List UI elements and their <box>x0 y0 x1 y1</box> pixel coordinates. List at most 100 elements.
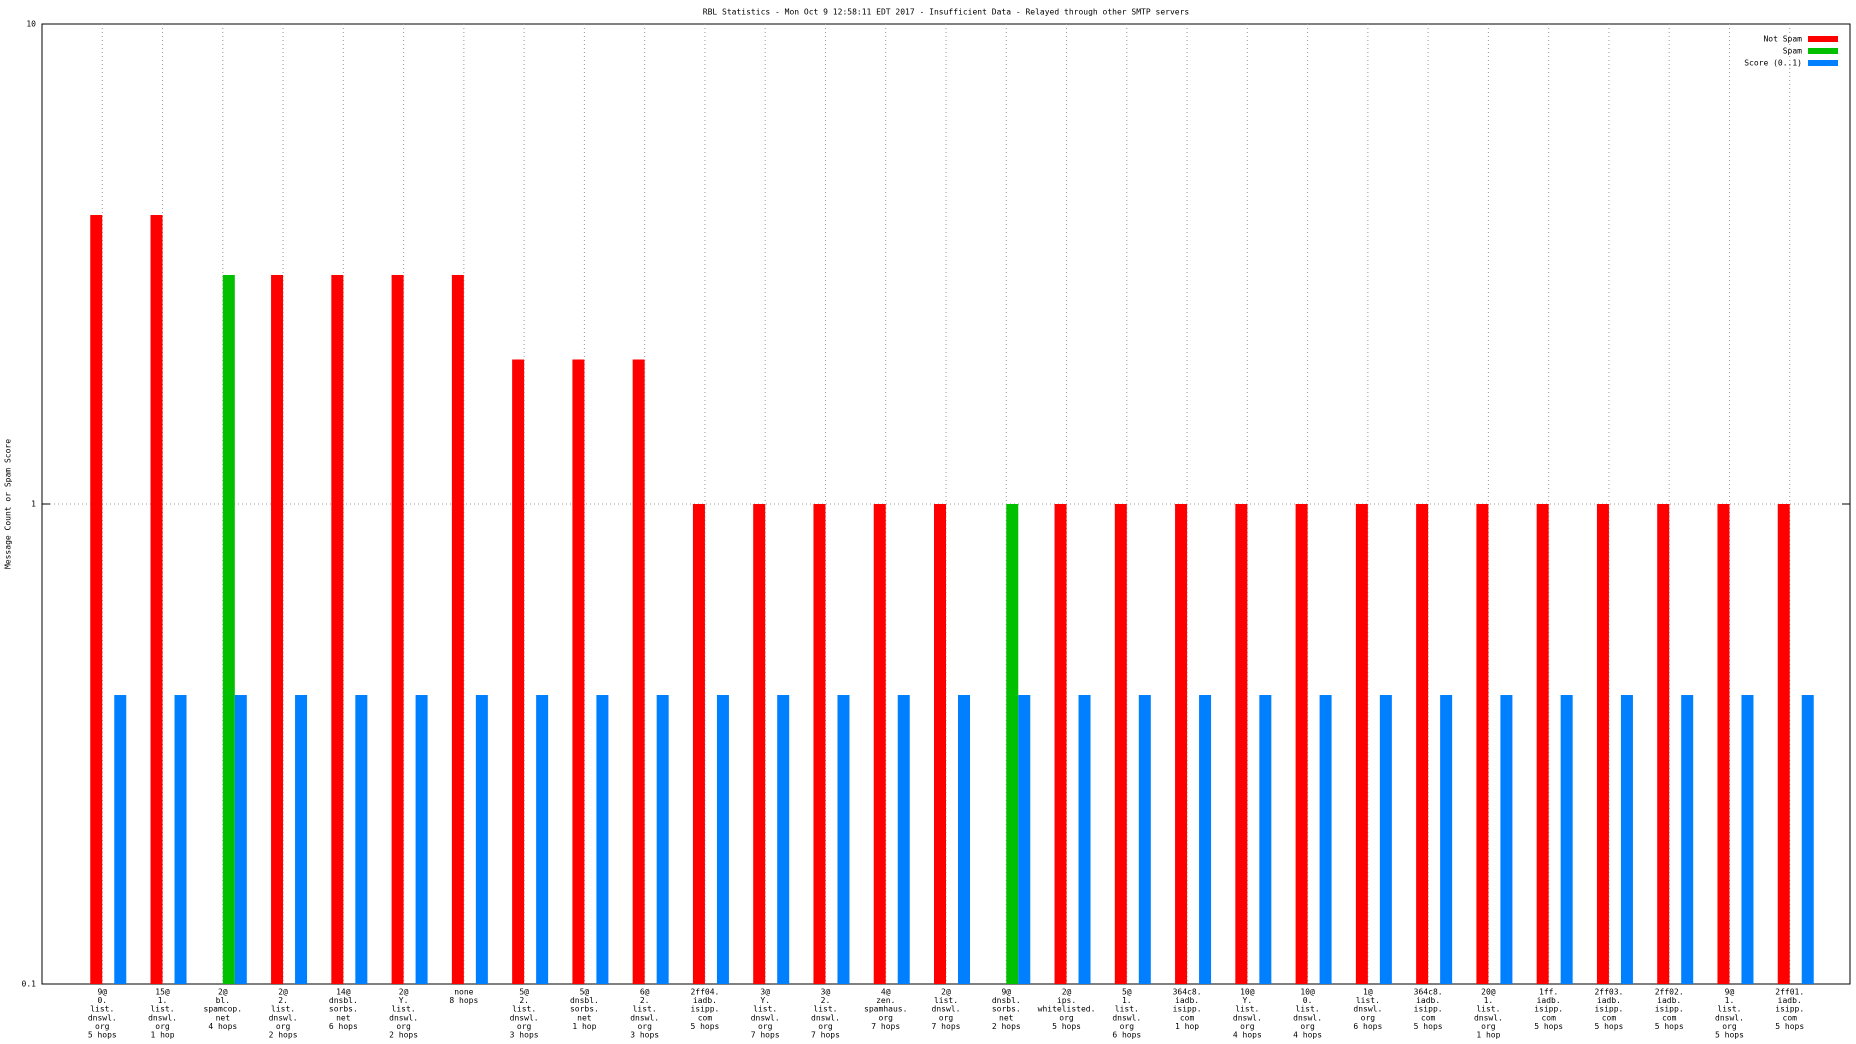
x-tick-label: isipp. <box>1775 1005 1804 1014</box>
x-tick-label: none <box>454 988 473 997</box>
bar <box>1681 695 1694 984</box>
x-tick-label: 364c8. <box>1414 988 1443 997</box>
x-tick-label: list. <box>271 1005 295 1014</box>
x-tick-label: dnsbl. <box>570 996 599 1005</box>
x-tick-label: 1ff. <box>1539 988 1558 997</box>
x-tick-label: 4 hops <box>208 1022 237 1031</box>
x-tick-label: 5 hops <box>1775 1022 1804 1031</box>
bar <box>1078 695 1091 984</box>
x-tick-label: isipp. <box>1655 1005 1684 1014</box>
x-tick-label: whitelisted. <box>1038 1005 1096 1014</box>
x-tick-label: org <box>758 1022 773 1031</box>
x-tick-label: iadb. <box>693 996 717 1005</box>
bar <box>1259 695 1272 984</box>
x-tick-label: sorbs. <box>329 1005 358 1014</box>
bar <box>1536 504 1549 984</box>
x-tick-label: org <box>1300 1022 1315 1031</box>
bar <box>656 695 669 984</box>
x-tick-label: dnswl. <box>1353 1005 1382 1014</box>
y-tick-label: 1 <box>31 500 36 509</box>
x-tick-label: iadb. <box>1657 996 1681 1005</box>
x-tick-label: 2. <box>821 996 831 1005</box>
x-tick-label: list. <box>1296 1005 1320 1014</box>
bar <box>1018 695 1031 984</box>
bar <box>753 504 766 984</box>
bar <box>1560 695 1573 984</box>
x-tick-label: 2. <box>640 996 650 1005</box>
bar <box>1006 504 1019 984</box>
bar <box>114 695 127 984</box>
x-tick-label: 8 hops <box>449 996 478 1005</box>
x-tick-label: isipp. <box>1594 1005 1623 1014</box>
x-tick-label: 4 hops <box>1233 1031 1262 1040</box>
x-tick-label: org <box>818 1022 833 1031</box>
x-tick-label: list. <box>1476 1005 1500 1014</box>
bar <box>1440 695 1453 984</box>
x-tick-label: dnswl. <box>269 1013 298 1022</box>
x-tick-label: 364c8. <box>1173 988 1202 997</box>
x-tick-label: dnswl. <box>1112 1013 1141 1022</box>
x-tick-label: iadb. <box>1597 996 1621 1005</box>
x-tick-label: com <box>1421 1013 1436 1022</box>
bar <box>234 695 247 984</box>
bar <box>90 215 103 984</box>
x-tick-label: iadb. <box>1537 996 1561 1005</box>
bar <box>1476 504 1489 984</box>
bar <box>1235 504 1248 984</box>
x-tick-label: dnswl. <box>510 1013 539 1022</box>
x-tick-label: dnsbl. <box>992 996 1021 1005</box>
x-tick-label: spamcop. <box>204 1005 243 1014</box>
bar <box>716 695 729 984</box>
bar <box>873 504 886 984</box>
bar <box>777 695 790 984</box>
x-tick-label: 5@ <box>580 988 590 997</box>
y-tick-label: 0.1 <box>22 980 37 989</box>
x-tick-label: 5 hops <box>1052 1022 1081 1031</box>
x-tick-label: 2@ <box>218 988 228 997</box>
x-tick-label: isipp. <box>1173 1005 1202 1014</box>
x-tick-label: 2 hops <box>269 1031 298 1040</box>
x-tick-label: zen. <box>876 996 895 1005</box>
bar <box>1114 504 1127 984</box>
x-tick-label: dnswl. <box>1474 1013 1503 1022</box>
x-tick-label: 2@ <box>941 988 951 997</box>
x-tick-label: com <box>1180 1013 1195 1022</box>
x-tick-label: net <box>216 1013 231 1022</box>
bar <box>837 695 850 984</box>
x-tick-label: 2. <box>278 996 288 1005</box>
bar <box>1741 695 1754 984</box>
bar <box>475 695 488 984</box>
x-tick-label: org <box>1059 1013 1074 1022</box>
x-tick-label: Y. <box>1243 996 1253 1005</box>
bar <box>897 695 910 984</box>
x-tick-label: bl. <box>216 996 230 1005</box>
bar <box>271 274 284 984</box>
y-tick-label: 10 <box>26 20 36 29</box>
x-tick-label: 1 hop <box>1476 1031 1500 1040</box>
x-tick-label: dnsbl. <box>329 996 358 1005</box>
legend-label: Not Spam <box>1763 35 1802 44</box>
x-tick-label: dnswl. <box>389 1013 418 1022</box>
x-tick-label: 5@ <box>1122 988 1132 997</box>
x-tick-label: isipp. <box>690 1005 719 1014</box>
x-tick-label: org <box>1240 1022 1255 1031</box>
bar <box>536 695 549 984</box>
x-tick-label: 2ff01. <box>1775 988 1804 997</box>
legend-label: Score (0..1) <box>1744 59 1802 68</box>
x-tick-label: list. <box>150 1005 174 1014</box>
x-tick-label: org <box>95 1022 110 1031</box>
x-tick-label: 2ff02. <box>1655 988 1684 997</box>
x-tick-label: org <box>396 1022 411 1031</box>
x-tick-label: sorbs. <box>570 1005 599 1014</box>
x-tick-label: 1. <box>158 996 168 1005</box>
x-tick-label: 10@ <box>1300 988 1315 997</box>
x-tick-label: iadb. <box>1416 996 1440 1005</box>
x-tick-label: 7 hops <box>811 1031 840 1040</box>
x-tick-label: org <box>1722 1022 1737 1031</box>
x-tick-label: 3@ <box>760 988 770 997</box>
y-axis-label: Message Count or Spam Score <box>4 439 13 569</box>
bar <box>596 695 609 984</box>
x-tick-label: 1 hop <box>572 1022 596 1031</box>
